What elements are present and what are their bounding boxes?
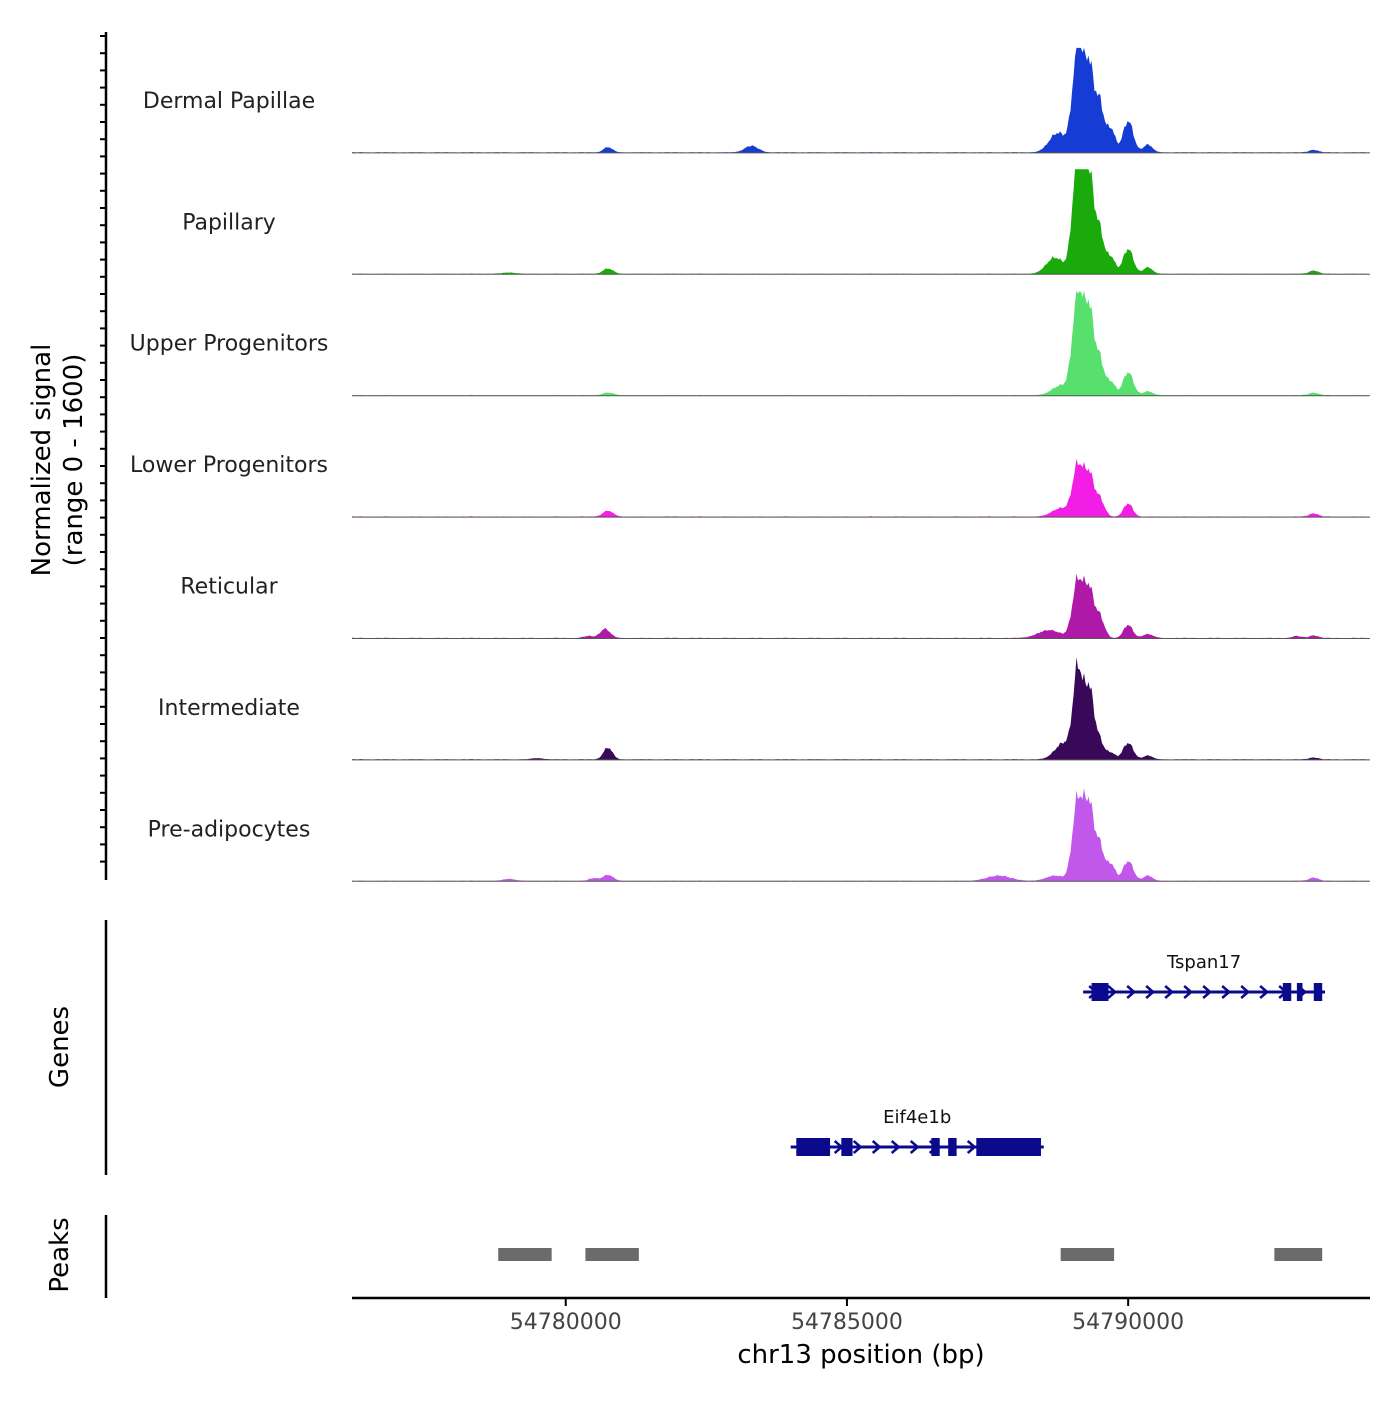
gene-model: Eif4e1b	[790, 1107, 1044, 1156]
track: Dermal Papillae	[143, 47, 1370, 154]
coverage-area	[352, 290, 1370, 396]
track: Intermediate	[158, 657, 1370, 761]
genes-axis-title: Genes	[45, 1006, 75, 1088]
peak-bar	[1274, 1248, 1323, 1261]
x-axis-title: chr13 position (bp)	[737, 1340, 984, 1370]
strand-arrow	[871, 1140, 882, 1154]
y-axis-title-line2: (range 0 - 1600)	[59, 354, 89, 567]
strand-arrow	[1240, 985, 1251, 999]
exon	[841, 1138, 853, 1156]
track-label: Reticular	[180, 575, 278, 600]
strand-arrow	[1202, 985, 1213, 999]
coverage-area	[352, 788, 1370, 882]
track: Pre-adipocytes	[148, 788, 1370, 882]
x-axis-ticks: 54780000 54785000 54790000	[510, 1298, 1184, 1335]
strand-arrow	[1164, 985, 1175, 999]
coverage-area	[352, 47, 1370, 153]
peak-bar	[1060, 1248, 1115, 1261]
gene-model: Tspan17	[1083, 952, 1326, 1001]
strand-arrow	[909, 1140, 920, 1154]
track-label: Lower Progenitors	[130, 453, 328, 478]
y-axis-title-line1: Normalized signal	[27, 344, 57, 577]
gene-annotations: Tspan17 Eif4e1b	[790, 952, 1326, 1156]
coverage-area	[352, 169, 1370, 275]
peaks-axis-title: Peaks	[45, 1217, 75, 1292]
exon	[948, 1138, 957, 1156]
track: Papillary	[182, 169, 1370, 275]
peak-bar	[585, 1248, 639, 1261]
exon	[796, 1138, 831, 1156]
track: Lower Progenitors	[130, 453, 1370, 518]
exon	[976, 1138, 1041, 1156]
track-label: Upper Progenitors	[130, 332, 329, 357]
coverage-area	[352, 657, 1370, 760]
strand-arrow	[1259, 985, 1270, 999]
track: Upper Progenitors	[130, 290, 1370, 397]
strand-arrow	[852, 1140, 863, 1154]
x-tick-label: 54780000	[510, 1310, 622, 1335]
strand-arrow	[1221, 985, 1232, 999]
track-label: Pre-adipocytes	[148, 817, 311, 842]
peak-regions	[498, 1248, 1323, 1261]
strand-arrow	[890, 1140, 901, 1154]
strand-arrow	[966, 1140, 977, 1154]
x-tick-label: 54790000	[1072, 1310, 1184, 1335]
track-label: Dermal Papillae	[143, 89, 315, 114]
track-label: Papillary	[182, 210, 276, 235]
strand-arrow	[1183, 985, 1194, 999]
coverage-y-axis-ticks	[100, 35, 106, 863]
coverage-area	[352, 573, 1370, 639]
exon	[1296, 983, 1303, 1001]
gene-label: Eif4e1b	[883, 1107, 951, 1128]
track-label: Intermediate	[158, 696, 300, 721]
exon	[931, 1138, 940, 1156]
gene-label: Tspan17	[1166, 952, 1241, 973]
strand-arrow	[1145, 985, 1156, 999]
peak-bar	[498, 1248, 552, 1261]
exon	[1091, 983, 1109, 1001]
track: Reticular	[180, 573, 1370, 639]
strand-arrow	[1107, 985, 1118, 999]
exon	[1313, 983, 1323, 1001]
x-tick-label: 54785000	[791, 1310, 903, 1335]
coverage-tracks: Dermal Papillae Papillary Upper Progenitor…	[130, 47, 1370, 882]
strand-arrow	[1126, 985, 1137, 999]
coverage-area	[352, 458, 1370, 518]
exon	[1282, 983, 1292, 1001]
